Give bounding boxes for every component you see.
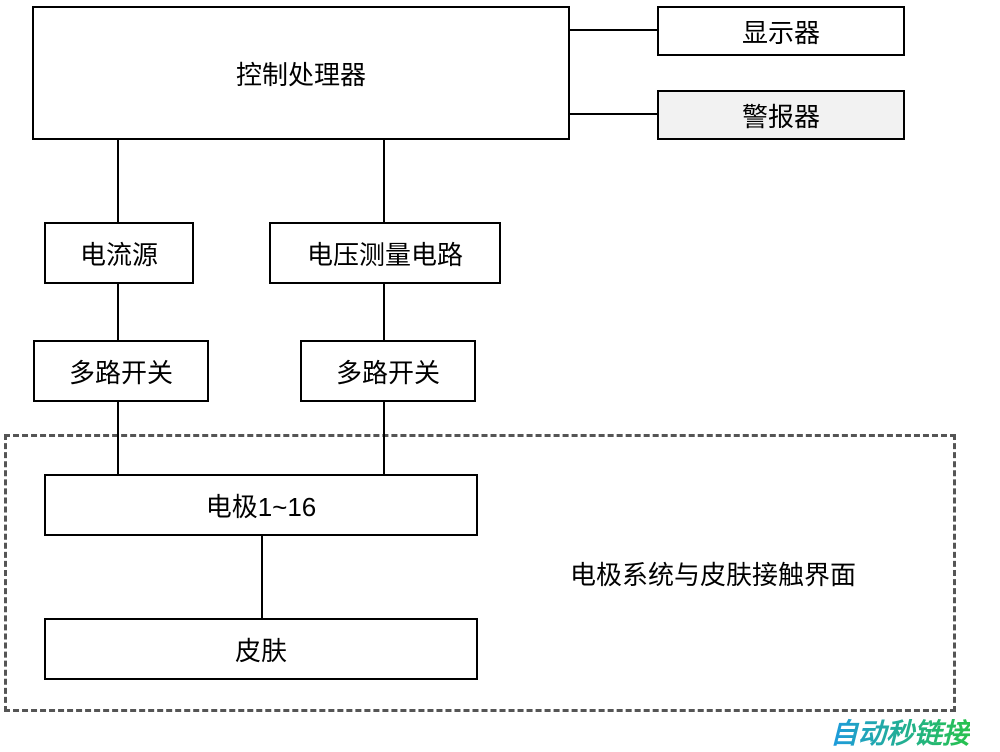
- edge-voltage-mux2: [383, 284, 385, 340]
- node-skin-label: 皮肤: [235, 631, 287, 668]
- node-display-label: 显示器: [742, 13, 820, 50]
- node-mux2: 多路开关: [300, 340, 476, 402]
- edge-currentsrc-mux1: [117, 284, 119, 340]
- edge-controller-voltage: [383, 140, 385, 222]
- node-voltage: 电压测量电路: [269, 222, 501, 284]
- node-current-source-label: 电流源: [80, 235, 158, 272]
- node-mux2-label: 多路开关: [336, 353, 440, 390]
- node-alarm: 警报器: [657, 90, 905, 140]
- electrode-skin-region-label: 电极系统与皮肤接触界面: [570, 555, 856, 592]
- edge-controller-alarm: [570, 113, 657, 115]
- node-voltage-label: 电压测量电路: [307, 235, 463, 272]
- node-electrodes-label: 电极1~16: [206, 487, 317, 524]
- node-controller: 控制处理器: [32, 6, 570, 140]
- node-skin: 皮肤: [44, 618, 478, 680]
- edge-mux1-electrodes: [117, 402, 119, 474]
- watermark: 自动秒链接: [830, 712, 970, 752]
- watermark-text: 自动秒链接: [830, 718, 970, 749]
- edge-controller-display: [570, 29, 657, 31]
- edge-controller-currentsrc: [117, 140, 119, 222]
- node-current-source: 电流源: [44, 222, 194, 284]
- node-electrodes: 电极1~16: [44, 474, 478, 536]
- node-alarm-label: 警报器: [742, 97, 820, 134]
- node-controller-label: 控制处理器: [236, 55, 366, 92]
- node-mux1: 多路开关: [33, 340, 209, 402]
- edge-electrodes-skin: [261, 536, 263, 618]
- node-mux1-label: 多路开关: [69, 353, 173, 390]
- edge-mux2-electrodes: [383, 402, 385, 474]
- node-display: 显示器: [657, 6, 905, 56]
